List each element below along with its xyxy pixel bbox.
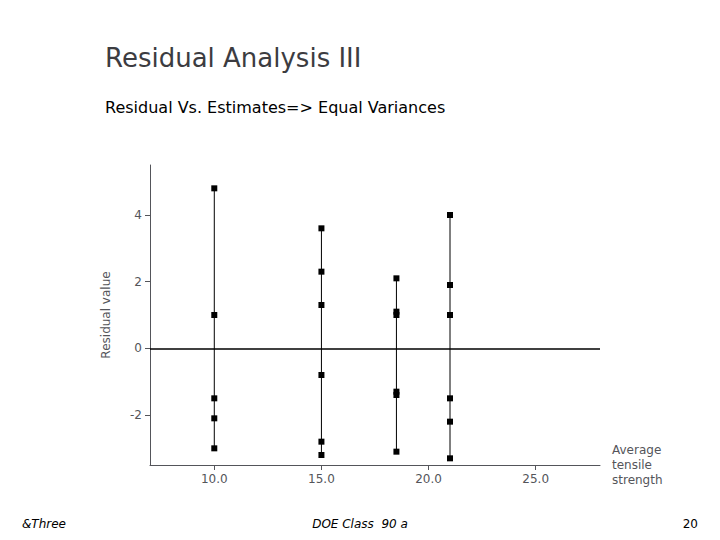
svg-text:tensile: tensile	[612, 458, 652, 472]
svg-text:10.0: 10.0	[201, 472, 228, 486]
svg-text:Average: Average	[612, 443, 661, 457]
svg-text:-2: -2	[130, 408, 142, 422]
svg-text:&Three: &Three	[22, 517, 66, 531]
svg-text:25.0: 25.0	[522, 472, 549, 486]
svg-text:20.0: 20.0	[415, 472, 442, 486]
svg-text:2: 2	[134, 275, 142, 289]
svg-text:Residual Vs. Estimates=> Equal: Residual Vs. Estimates=> Equal Variances	[105, 98, 445, 117]
svg-text:Residual Analysis III: Residual Analysis III	[105, 43, 361, 73]
svg-text:15.0: 15.0	[308, 472, 335, 486]
svg-text:Residual value: Residual value	[99, 271, 113, 358]
svg-text:DOE Class 90 a: DOE Class 90 a	[312, 517, 408, 531]
svg-text:strength: strength	[612, 473, 663, 487]
svg-text:4: 4	[134, 208, 142, 222]
svg-text:0: 0	[134, 341, 142, 355]
svg-text:20: 20	[683, 517, 698, 531]
